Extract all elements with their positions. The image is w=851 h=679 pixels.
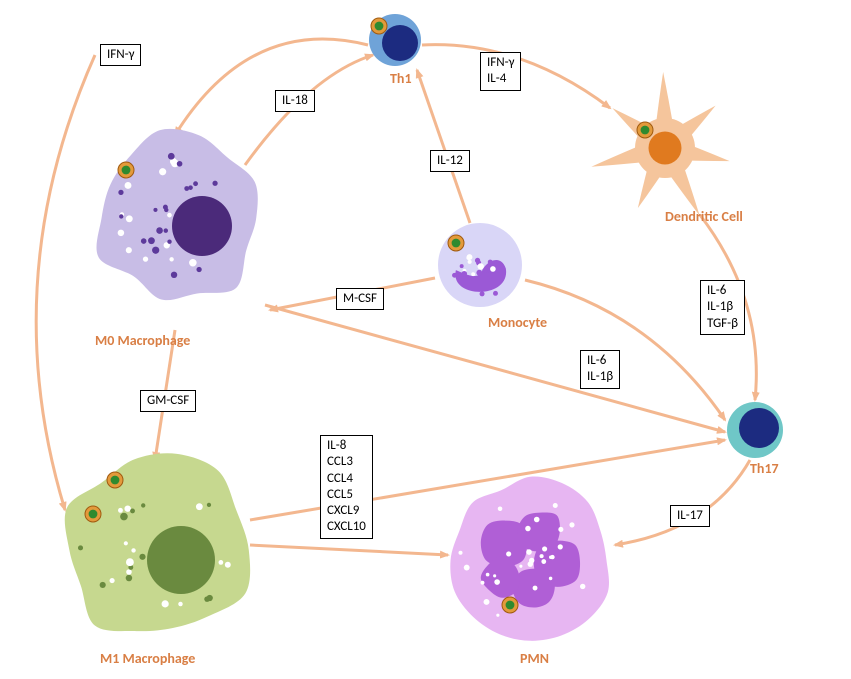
dendritic-label: Dendritic Cell bbox=[665, 208, 743, 225]
pmn-cell bbox=[390, 420, 670, 679]
edge-label-mono_to_m0_mcsf: M-CSF bbox=[336, 288, 384, 310]
edge-label-mono_to_th1_il12: IL-12 bbox=[430, 150, 470, 172]
th17-cell bbox=[667, 342, 843, 518]
th17-label: Th17 bbox=[750, 460, 779, 477]
edge-label-m0_to_th1_il18: IL-18 bbox=[275, 90, 315, 112]
edge-label-th1_to_m0_ifng: IFN-γ bbox=[100, 44, 141, 66]
th1-label: Th1 bbox=[390, 70, 412, 87]
monocyte-cell bbox=[378, 163, 582, 367]
edge-label-mono_to_th17: IL-6IL-1β bbox=[580, 350, 620, 389]
edge-label-th17_to_pmn: IL-17 bbox=[670, 505, 710, 527]
edge-label-dc_to_th17: IL-6IL-1βTGF-β bbox=[700, 280, 745, 335]
m0-cell bbox=[40, 78, 320, 358]
pmn-label: PMN bbox=[520, 650, 549, 667]
diagram-stage: Th1 Dendritic Cell Monocyte M0 Macrophage M1… bbox=[0, 0, 851, 679]
th1-cell bbox=[309, 0, 481, 126]
m0-label: M0 Macrophage bbox=[95, 332, 190, 349]
edge-label-th1_to_dc: IFN-γIL-4 bbox=[480, 52, 521, 91]
edge-label-m0_to_m1_gmcsf: GM-CSF bbox=[140, 390, 196, 412]
edge-label-m1_to_pmn: IL-8CCL3CCL4CCL5CXCL9CXCL10 bbox=[320, 435, 373, 539]
m1-label: M1 Macrophage bbox=[100, 650, 195, 667]
m1-cell bbox=[5, 400, 305, 679]
monocyte-label: Monocyte bbox=[488, 314, 547, 331]
